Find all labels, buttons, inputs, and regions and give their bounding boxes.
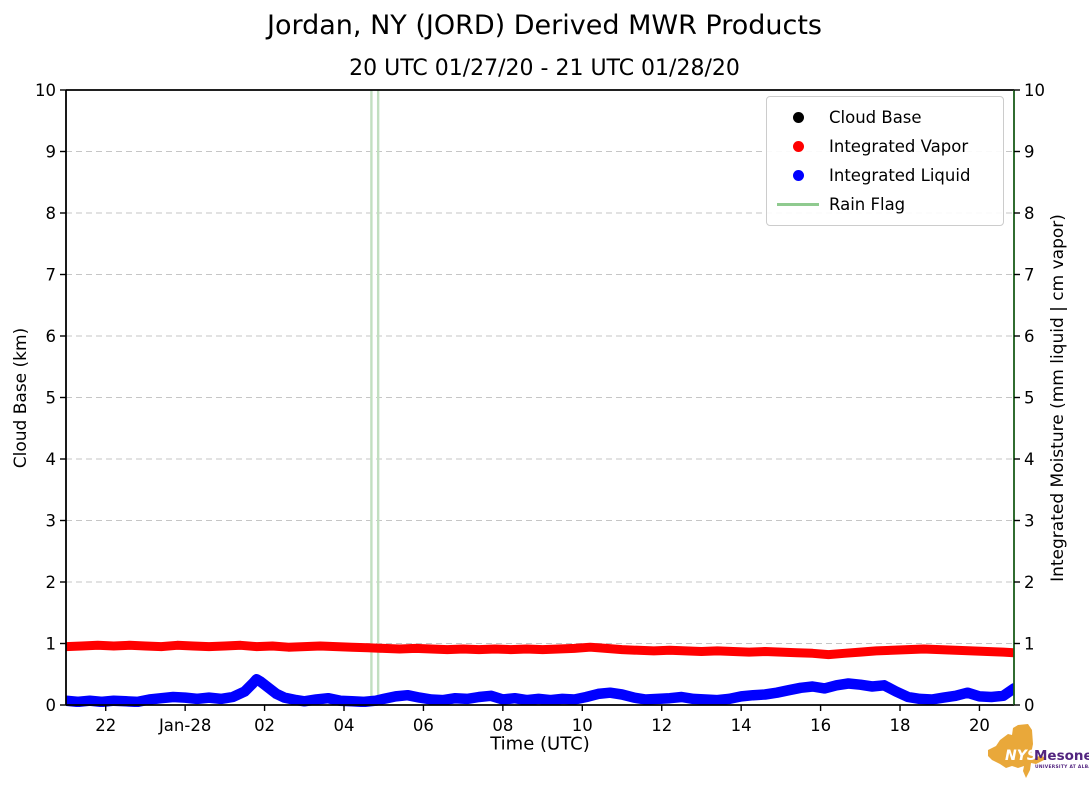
legend-label: Integrated Liquid bbox=[829, 166, 971, 185]
x-axis-label: Time (UTC) bbox=[490, 733, 590, 755]
y-tick-right-1: 1 bbox=[1024, 634, 1035, 653]
y-tick-left-7: 7 bbox=[46, 265, 57, 284]
y-tick-right-9: 9 bbox=[1024, 142, 1035, 161]
legend-dot-icon bbox=[767, 170, 829, 181]
y-tick-right-2: 2 bbox=[1024, 573, 1035, 592]
y-tick-right-8: 8 bbox=[1024, 204, 1035, 223]
legend-item-integrated-liquid: Integrated Liquid bbox=[767, 161, 1003, 190]
y-tick-right-6: 6 bbox=[1024, 327, 1035, 346]
y-tick-left-9: 9 bbox=[46, 142, 57, 161]
y-tick-right-10: 10 bbox=[1024, 81, 1045, 100]
page-subtitle: 20 UTC 01/27/20 - 21 UTC 01/28/20 bbox=[349, 56, 740, 81]
series-integrated-vapor bbox=[66, 640, 1014, 660]
x-tick-08: 08 bbox=[492, 716, 513, 735]
y-tick-left-5: 5 bbox=[46, 388, 57, 407]
y-tick-left-2: 2 bbox=[46, 573, 57, 592]
legend-item-integrated-vapor: Integrated Vapor bbox=[767, 132, 1003, 161]
y-axis-label-right: Integrated Moisture (mm liquid | cm vapo… bbox=[1048, 214, 1068, 582]
legend-dot-icon bbox=[767, 141, 829, 152]
x-tick-20: 20 bbox=[969, 716, 990, 735]
y-tick-left-8: 8 bbox=[46, 204, 57, 223]
x-tick-06: 06 bbox=[413, 716, 434, 735]
x-tick-14: 14 bbox=[731, 716, 752, 735]
series-integrated-liquid bbox=[66, 673, 1014, 707]
page-title: Jordan, NY (JORD) Derived MWR Products bbox=[267, 10, 822, 41]
legend-label: Integrated Vapor bbox=[829, 137, 969, 156]
x-tick-Jan-28: Jan-28 bbox=[158, 716, 211, 735]
y-tick-right-5: 5 bbox=[1024, 388, 1035, 407]
x-tick-12: 12 bbox=[651, 716, 672, 735]
x-tick-10: 10 bbox=[572, 716, 593, 735]
legend-dot-icon bbox=[767, 112, 829, 123]
y-tick-left-0: 0 bbox=[46, 696, 57, 715]
y-tick-left-3: 3 bbox=[46, 511, 57, 530]
y-tick-right-4: 4 bbox=[1024, 450, 1035, 469]
logo-mesonet-text: Mesonet bbox=[1034, 748, 1089, 764]
rain-flag-lines bbox=[370, 90, 380, 705]
y-axis-label-left: Cloud Base (km) bbox=[11, 327, 31, 469]
y-tick-left-6: 6 bbox=[46, 327, 57, 346]
legend-item-rain-flag: Rain Flag bbox=[767, 190, 1003, 219]
x-tick-02: 02 bbox=[254, 716, 275, 735]
x-tick-04: 04 bbox=[334, 716, 355, 735]
nys-mesonet-logo: NYS Mesonet UNIVERSITY AT ALBANY bbox=[988, 724, 1089, 778]
y-tick-right-0: 0 bbox=[1024, 696, 1035, 715]
y-tick-left-10: 10 bbox=[35, 81, 56, 100]
x-tick-18: 18 bbox=[890, 716, 911, 735]
x-tick-22: 22 bbox=[95, 716, 116, 735]
logo-tagline-text: UNIVERSITY AT ALBANY bbox=[1035, 764, 1089, 770]
ny-state-shape bbox=[988, 724, 1046, 778]
x-tick-16: 16 bbox=[810, 716, 831, 735]
y-tick-left-4: 4 bbox=[46, 450, 57, 469]
y-tick-left-1: 1 bbox=[46, 634, 57, 653]
y-tick-right-7: 7 bbox=[1024, 265, 1035, 284]
legend: Cloud Base Integrated Vapor Integrated Liq… bbox=[766, 96, 1004, 226]
legend-item-cloud-base: Cloud Base bbox=[767, 103, 1003, 132]
logo-nys-text: NYS bbox=[1005, 748, 1037, 764]
legend-line-icon bbox=[767, 203, 829, 206]
legend-label: Rain Flag bbox=[829, 195, 906, 214]
legend-label: Cloud Base bbox=[829, 108, 922, 127]
y-tick-right-3: 3 bbox=[1024, 511, 1035, 530]
